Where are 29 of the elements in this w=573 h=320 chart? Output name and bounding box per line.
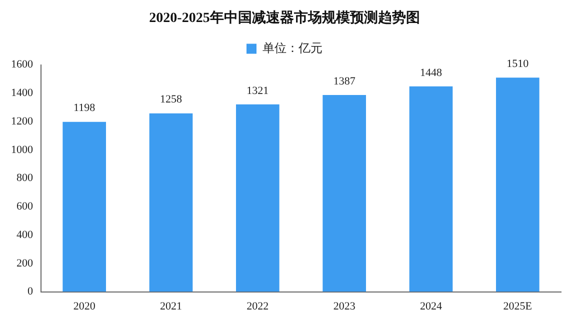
y-tick-label: 1000 (11, 144, 34, 156)
x-tick-label: 2025E (503, 300, 532, 312)
legend-label: 单位：亿元 (262, 41, 322, 56)
y-tick-label: 200 (16, 257, 34, 270)
bar (409, 86, 453, 292)
x-tick-label: 2022 (246, 300, 269, 312)
y-tick-label: 0 (28, 286, 34, 298)
data-label: 1510 (506, 58, 530, 70)
bar (496, 78, 540, 292)
data-label: 1198 (74, 102, 96, 114)
y-tick-label: 1400 (11, 87, 34, 100)
bar (62, 122, 106, 292)
x-tick-label: 2024 (420, 300, 442, 312)
data-label: 1448 (420, 66, 442, 79)
x-tick-label: 2023 (333, 300, 356, 312)
x-tick-label: 2020 (73, 300, 96, 312)
y-tick-label: 600 (16, 200, 34, 213)
bar (149, 113, 193, 292)
x-tick-label: 2021 (160, 300, 182, 312)
y-tick-label: 1600 (11, 58, 34, 71)
data-label: 1321 (246, 84, 269, 97)
chart-title: 2020-2025年中国减速器市场规模预测趋势图 (149, 9, 420, 26)
y-tick-label: 1200 (11, 115, 34, 128)
data-label: 1387 (333, 75, 356, 88)
bar (322, 95, 366, 292)
y-tick-label: 800 (16, 172, 34, 184)
bar (236, 104, 280, 292)
y-tick-label: 400 (16, 228, 34, 241)
data-label: 1258 (160, 94, 182, 106)
